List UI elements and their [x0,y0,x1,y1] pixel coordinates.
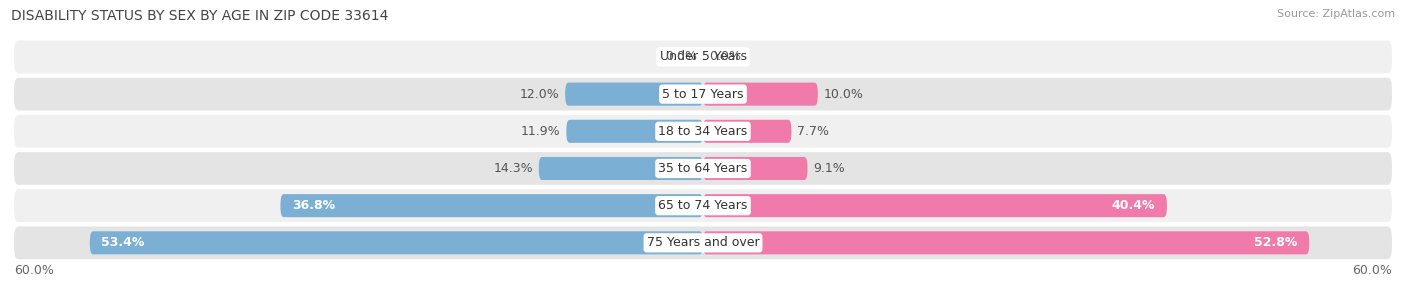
FancyBboxPatch shape [703,83,818,106]
Text: 75 Years and over: 75 Years and over [647,236,759,249]
FancyBboxPatch shape [14,226,1392,259]
Text: 12.0%: 12.0% [520,88,560,101]
FancyBboxPatch shape [14,78,1392,110]
Text: 65 to 74 Years: 65 to 74 Years [658,199,748,212]
Text: Source: ZipAtlas.com: Source: ZipAtlas.com [1277,9,1395,19]
Text: 14.3%: 14.3% [494,162,533,175]
Text: 5 to 17 Years: 5 to 17 Years [662,88,744,101]
FancyBboxPatch shape [90,231,703,254]
FancyBboxPatch shape [703,157,807,180]
Text: 52.8%: 52.8% [1254,236,1298,249]
FancyBboxPatch shape [538,157,703,180]
Text: 53.4%: 53.4% [101,236,145,249]
Text: 7.7%: 7.7% [797,125,830,138]
Text: 0.0%: 0.0% [665,50,697,64]
Text: 11.9%: 11.9% [522,125,561,138]
Text: 0.0%: 0.0% [709,50,741,64]
Text: 36.8%: 36.8% [292,199,335,212]
FancyBboxPatch shape [567,120,703,143]
Text: 35 to 64 Years: 35 to 64 Years [658,162,748,175]
FancyBboxPatch shape [14,189,1392,222]
FancyBboxPatch shape [14,40,1392,73]
Text: DISABILITY STATUS BY SEX BY AGE IN ZIP CODE 33614: DISABILITY STATUS BY SEX BY AGE IN ZIP C… [11,9,388,23]
Text: 60.0%: 60.0% [14,264,53,278]
FancyBboxPatch shape [280,194,703,217]
Text: 18 to 34 Years: 18 to 34 Years [658,125,748,138]
Text: 40.4%: 40.4% [1112,199,1156,212]
FancyBboxPatch shape [565,83,703,106]
Text: 9.1%: 9.1% [813,162,845,175]
Text: 60.0%: 60.0% [1353,264,1392,278]
Text: 10.0%: 10.0% [824,88,863,101]
Text: Under 5 Years: Under 5 Years [659,50,747,64]
FancyBboxPatch shape [14,152,1392,185]
FancyBboxPatch shape [703,194,1167,217]
FancyBboxPatch shape [703,231,1309,254]
FancyBboxPatch shape [14,115,1392,148]
FancyBboxPatch shape [703,120,792,143]
